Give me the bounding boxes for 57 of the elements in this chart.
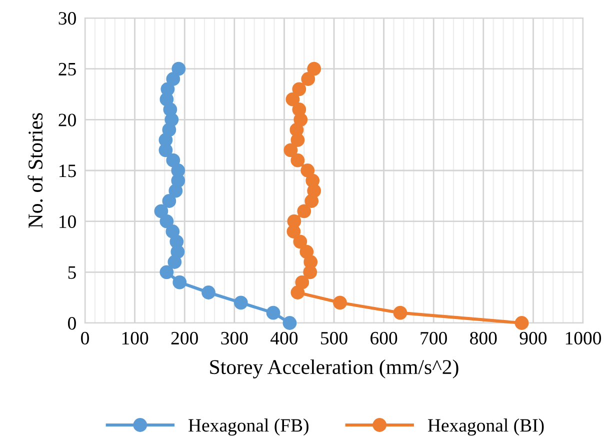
point	[202, 286, 216, 300]
y-tick-label: 15	[60, 164, 76, 178]
point	[286, 92, 300, 106]
point	[160, 82, 175, 96]
point	[306, 174, 320, 188]
y-tick-label: 20	[58, 114, 76, 126]
y-tick-label: 0	[68, 317, 76, 330]
point	[304, 255, 318, 269]
x-tick-label: 100	[122, 332, 148, 345]
x-tick-label: 200	[171, 332, 198, 345]
point	[292, 82, 306, 96]
point	[301, 72, 316, 86]
point	[160, 265, 174, 280]
point	[170, 234, 184, 249]
legend-label: Hexagonal (FB)	[188, 418, 308, 436]
y-tick-label: 5	[68, 266, 76, 279]
point	[171, 164, 186, 178]
x-tick-label: 500	[321, 332, 348, 345]
legend-label: Hexagonal (BI)	[428, 418, 544, 436]
point	[295, 275, 310, 290]
y-tick-label: 10	[60, 215, 76, 228]
x-tick-label: 1000	[566, 332, 602, 345]
point	[172, 275, 187, 290]
x-tick-label: 0	[81, 332, 89, 345]
point	[290, 286, 305, 300]
point	[166, 153, 180, 168]
point	[287, 214, 302, 228]
x-tick-label: 800	[470, 332, 497, 345]
point	[166, 72, 180, 86]
point	[282, 316, 297, 330]
x-tick-label: 600	[370, 332, 398, 345]
point	[162, 194, 176, 208]
point	[172, 62, 186, 76]
x-tick-label: 400	[270, 332, 298, 345]
x-axis-title: Storey Acceleration (mm/s^2)	[210, 359, 458, 378]
point	[297, 204, 312, 218]
point	[160, 214, 174, 228]
point	[290, 153, 305, 168]
y-axis-title: No. of Stories	[28, 113, 43, 228]
point	[393, 306, 408, 320]
point	[300, 244, 314, 259]
point	[307, 62, 322, 76]
point	[234, 296, 248, 310]
point	[514, 316, 529, 330]
x-tick-label: 300	[221, 332, 248, 345]
point	[266, 306, 280, 320]
x-tick-label: 900	[520, 332, 547, 345]
point	[300, 164, 315, 178]
y-tick-label: 30	[58, 12, 76, 25]
point	[284, 143, 298, 158]
point	[293, 234, 308, 249]
y-tick-label: 25	[58, 62, 76, 76]
point	[166, 224, 180, 238]
point	[292, 102, 306, 116]
point	[333, 296, 347, 310]
point	[154, 204, 168, 218]
x-tick-label: 700	[420, 332, 447, 345]
